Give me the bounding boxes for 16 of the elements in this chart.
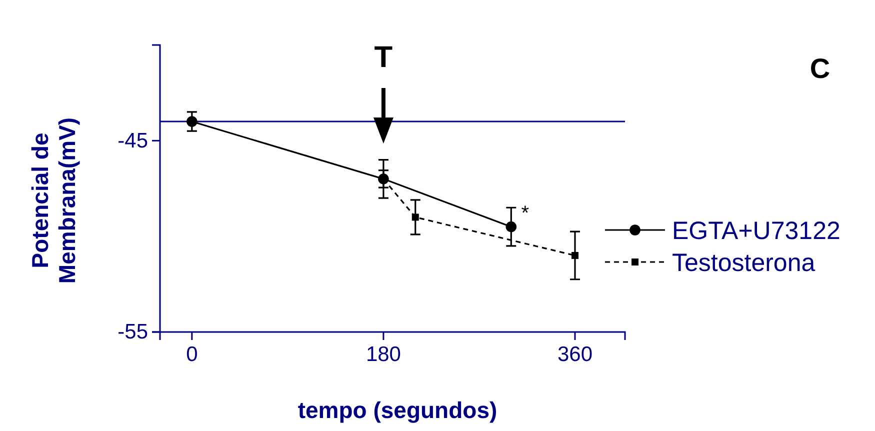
x-tick-label: 180: [366, 342, 401, 366]
point: [571, 252, 578, 259]
y-tick-label: -45: [118, 129, 148, 152]
point: [412, 214, 419, 221]
annotation: *: [521, 202, 530, 225]
legend-label: EGTA+U73122: [672, 217, 840, 245]
x-axis-title: tempo (segundos): [298, 397, 498, 423]
text: C: [810, 53, 830, 84]
point: [506, 221, 517, 232]
x-tick-label: 360: [557, 342, 593, 366]
y-tick-label: -55: [118, 320, 148, 344]
point: [186, 116, 198, 127]
legend-label: Testosterona: [672, 249, 816, 277]
y-axis-title: Potencial de Membrana(mV): [27, 117, 80, 284]
x-tick-label: 0: [186, 342, 198, 366]
annotation: T: [374, 41, 393, 74]
